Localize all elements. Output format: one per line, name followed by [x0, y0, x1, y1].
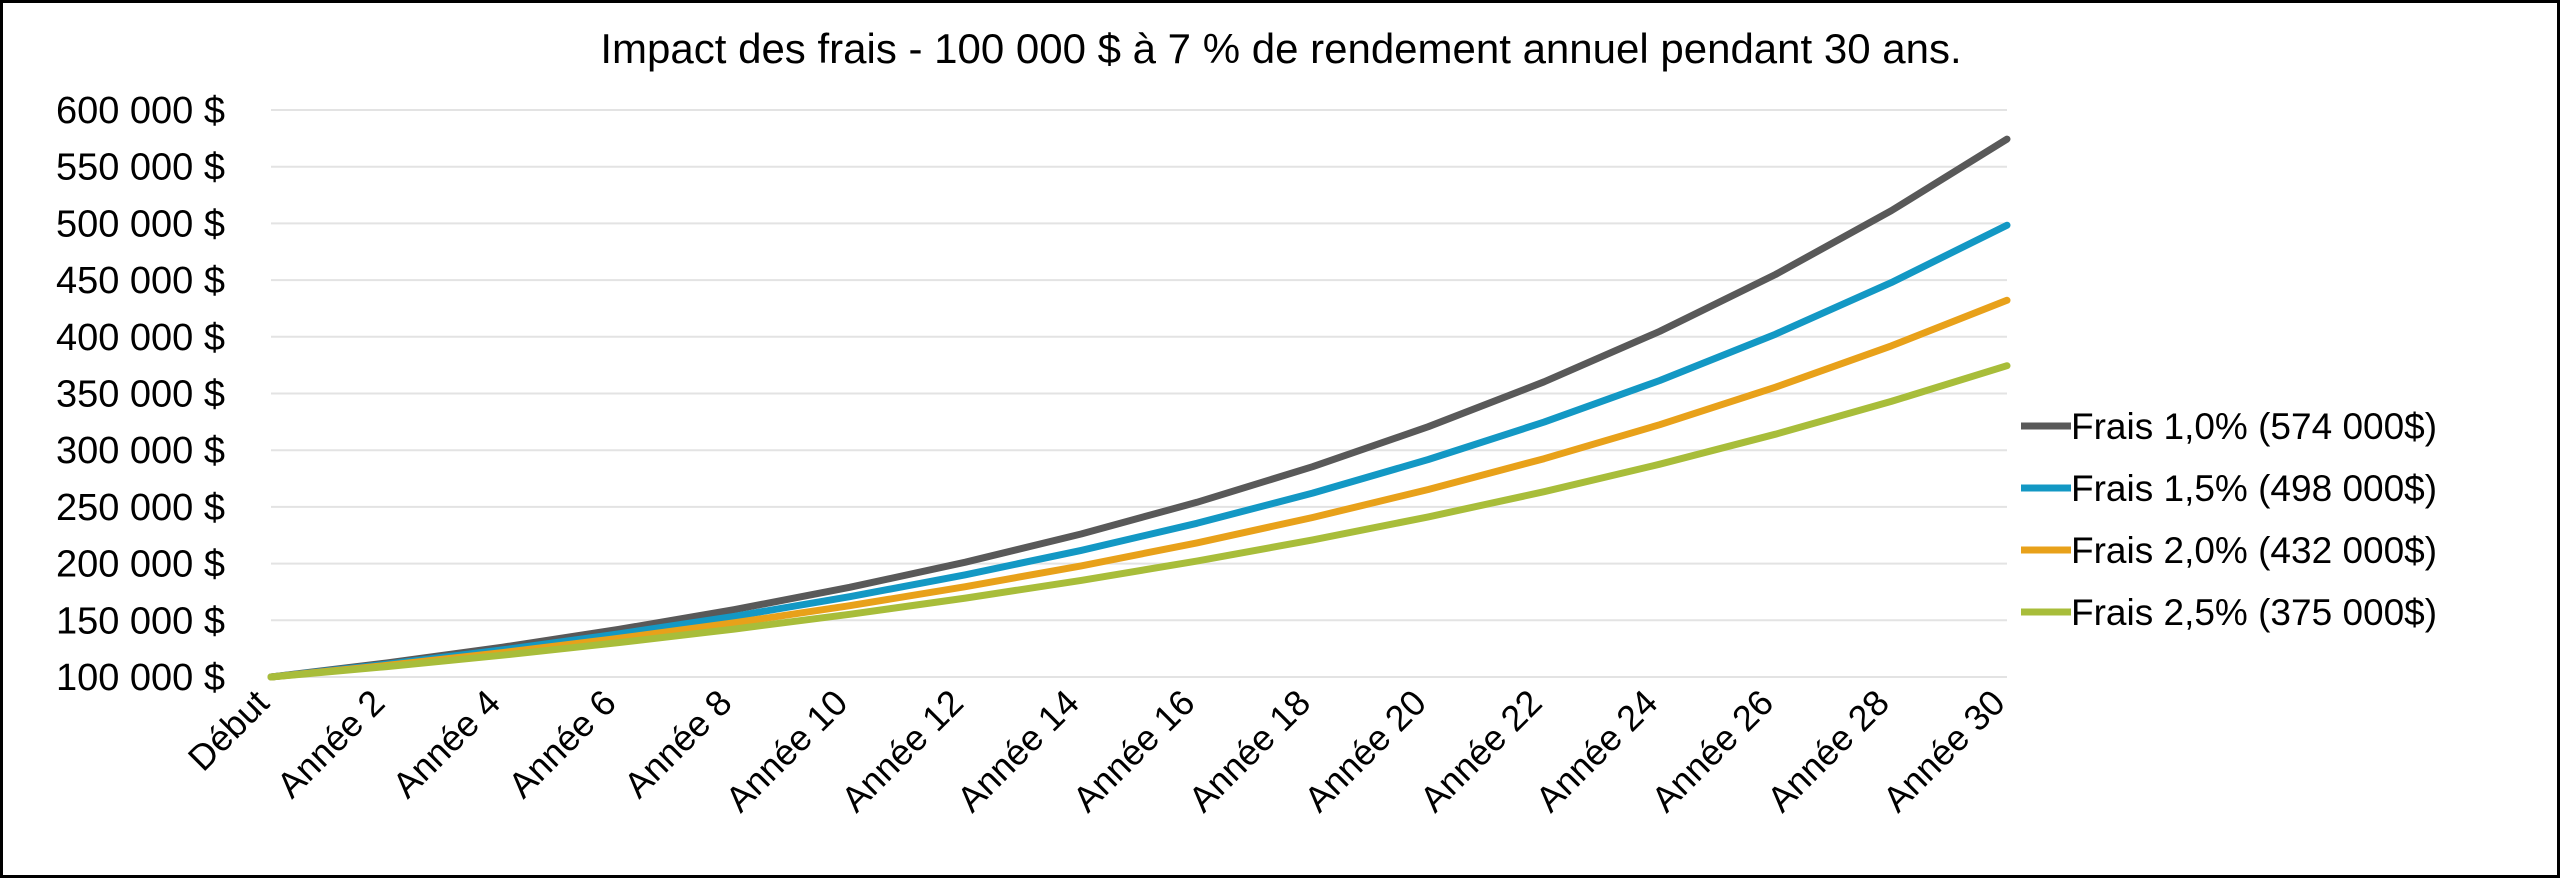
- series-line-4: [267, 362, 2011, 681]
- legend-label: Frais 1,0% (574 000$): [2071, 406, 2437, 447]
- y-tick-label: 600 000 $: [56, 90, 225, 132]
- x-tick-label: Année 20: [1296, 682, 1434, 820]
- legend: Frais 1,0% (574 000$) Frais 1,5% (498 000…: [2021, 406, 2437, 633]
- chart-title: Impact des frais - 100 000 $ à 7 % de re…: [600, 25, 1961, 72]
- x-tick-label: Année 22: [1412, 682, 1550, 820]
- x-tick-label: Année 4: [384, 682, 508, 806]
- legend-item: Frais 1,0% (574 000$): [2021, 406, 2437, 447]
- gridlines: [271, 109, 2007, 678]
- legend-item: Frais 1,5% (498 000$): [2021, 468, 2437, 509]
- x-tick-label: Année 24: [1527, 682, 1665, 820]
- y-tick-label: 500 000 $: [56, 203, 225, 245]
- x-tick-label: Année 10: [717, 682, 855, 820]
- x-tick-label: Année 2: [269, 682, 393, 806]
- x-tick-label: Année 6: [500, 682, 624, 806]
- y-tick-label: 250 000 $: [56, 487, 225, 529]
- y-tick-label: 550 000 $: [56, 147, 225, 189]
- legend-label: Frais 2,0% (432 000$): [2071, 530, 2437, 571]
- y-tick-label: 150 000 $: [56, 600, 225, 642]
- x-tick-label: Année 30: [1875, 682, 2013, 820]
- x-tick-label: Année 28: [1759, 682, 1897, 820]
- y-tick-label: 400 000 $: [56, 317, 225, 359]
- legend-item: Frais 2,5% (375 000$): [2021, 592, 2437, 633]
- y-tick-label: 200 000 $: [56, 544, 225, 586]
- legend-item: Frais 2,0% (432 000$): [2021, 530, 2437, 571]
- x-tick-label: Année 16: [1065, 682, 1203, 820]
- x-tick-label: Année 14: [949, 682, 1087, 820]
- legend-label: Frais 1,5% (498 000$): [2071, 468, 2437, 509]
- series-line-2: [267, 221, 2011, 681]
- y-tick-label: 450 000 $: [56, 260, 225, 302]
- x-tick-label: Année 26: [1643, 682, 1781, 820]
- x-tick-label: Année 18: [1180, 682, 1318, 820]
- x-tick-label: Année 12: [833, 682, 971, 820]
- line-chart: Impact des frais - 100 000 $ à 7 % de re…: [56, 25, 2437, 820]
- y-axis-ticks: 100 000 $ 150 000 $ 200 000 $ 250 000 $ 300 …: [56, 90, 225, 699]
- series-lines: [267, 135, 2011, 681]
- y-tick-label: 100 000 $: [56, 657, 225, 699]
- y-tick-label: 300 000 $: [56, 430, 225, 472]
- series-line-1: [267, 135, 2011, 681]
- legend-label: Frais 2,5% (375 000$): [2071, 592, 2437, 633]
- y-tick-label: 350 000 $: [56, 374, 225, 416]
